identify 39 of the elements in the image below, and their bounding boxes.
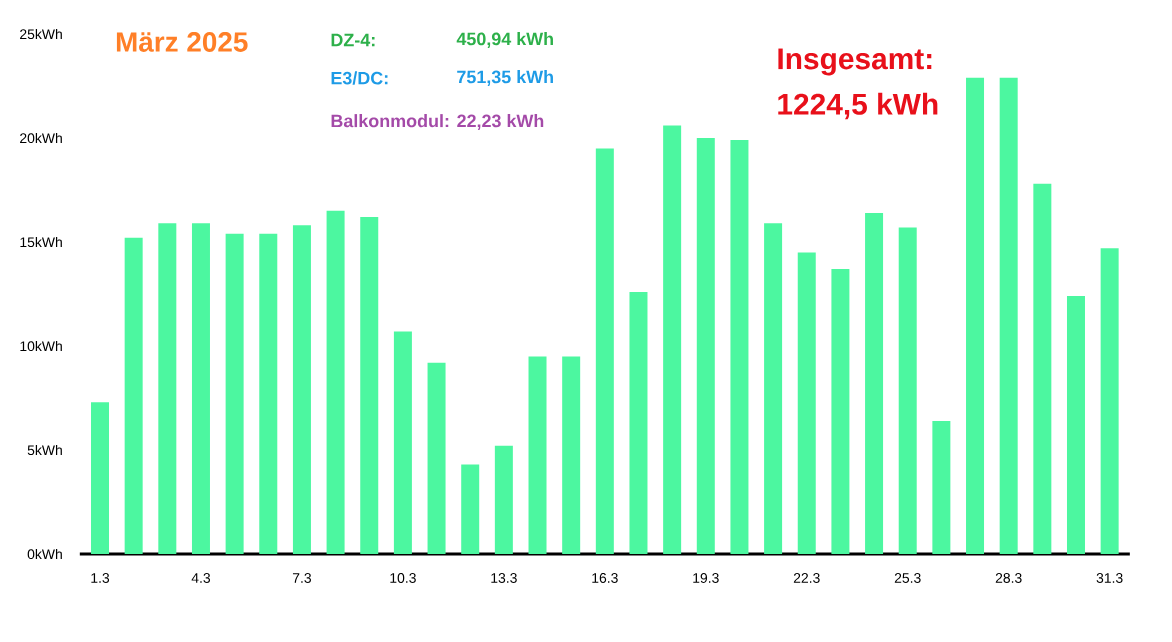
bar bbox=[696, 137, 715, 554]
annotation: 1224,5 kWh bbox=[778, 92, 938, 120]
bar bbox=[730, 140, 749, 554]
annotation: Balkonmodul: 22,23 kWh bbox=[331, 114, 544, 130]
bar bbox=[999, 77, 1018, 554]
annotation: DZ-4: bbox=[331, 33, 375, 47]
bar bbox=[191, 223, 210, 554]
bar bbox=[326, 210, 345, 554]
bar bbox=[91, 402, 110, 554]
chart-title: März 2025 bbox=[116, 32, 248, 52]
bar bbox=[427, 362, 446, 554]
bar bbox=[393, 331, 412, 554]
annotation: 450,94 kWh bbox=[456, 32, 553, 48]
bar bbox=[528, 356, 547, 554]
bar bbox=[360, 217, 379, 554]
bar bbox=[124, 237, 143, 554]
bar bbox=[865, 212, 884, 554]
bar bbox=[1066, 296, 1085, 554]
bar bbox=[494, 445, 513, 554]
bar bbox=[629, 291, 648, 554]
bar bbox=[932, 420, 951, 554]
bar bbox=[898, 227, 917, 554]
bar bbox=[1100, 248, 1119, 554]
bar bbox=[461, 464, 480, 554]
annotation: Insgesamt: bbox=[778, 48, 932, 76]
bar bbox=[595, 148, 614, 554]
bar bbox=[158, 223, 177, 554]
bar bbox=[966, 77, 985, 554]
bar bbox=[225, 233, 244, 554]
bar bbox=[764, 223, 783, 554]
bar bbox=[663, 125, 682, 554]
bar bbox=[1033, 183, 1052, 554]
bar bbox=[259, 233, 278, 554]
bar bbox=[562, 356, 581, 554]
annotation: 751,35 kWh bbox=[457, 70, 553, 86]
bar bbox=[831, 269, 850, 554]
bar bbox=[797, 252, 816, 554]
bar bbox=[292, 225, 311, 554]
annotation: E3/DC: bbox=[331, 71, 388, 85]
